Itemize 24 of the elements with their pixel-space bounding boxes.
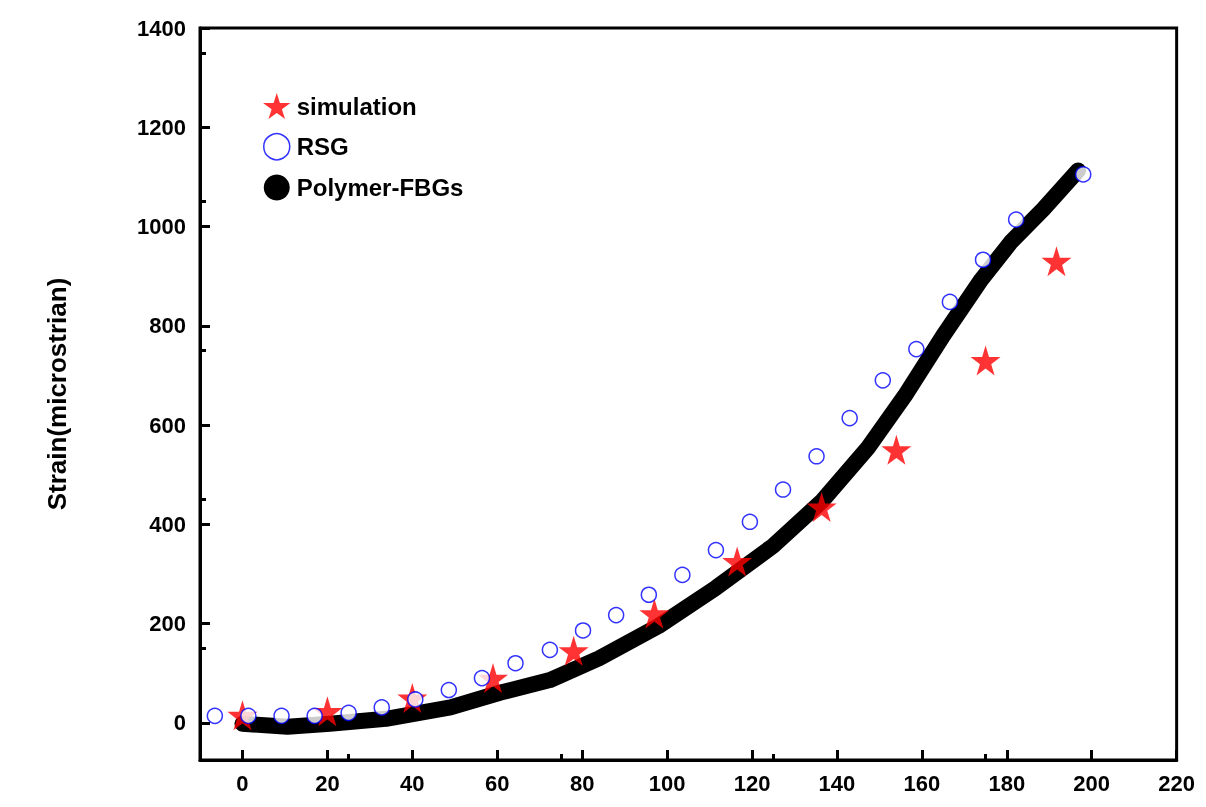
x-tick-label: 140 — [818, 770, 856, 796]
x-tick-label: 40 — [400, 770, 425, 796]
legend-label: Polymer-FBGs — [296, 174, 464, 201]
y-tick-label: 1200 — [137, 114, 186, 140]
x-tick-label: 120 — [733, 770, 771, 796]
x-tick-label: 0 — [236, 770, 249, 796]
y-tick-label: 800 — [149, 313, 186, 339]
x-tick-label: 180 — [988, 770, 1026, 796]
y-tick-label: 400 — [149, 511, 186, 537]
x-tick-label: 220 — [1158, 770, 1196, 796]
y-tick-label: 1000 — [137, 214, 186, 240]
x-tick-label: 200 — [1073, 770, 1111, 796]
y-tick-label: 1400 — [137, 15, 186, 41]
x-tick-label: 20 — [315, 770, 340, 796]
x-tick-label: 80 — [569, 770, 595, 796]
legend-label: simulation — [296, 92, 417, 120]
y-axis-title: Strain(microstrian) — [42, 277, 72, 511]
y-tick-label: 0 — [173, 710, 186, 736]
x-tick-label: 60 — [485, 770, 510, 796]
y-tick-label: 200 — [149, 611, 186, 637]
y-tick-label: 600 — [149, 412, 186, 438]
legend-label: RSG — [296, 133, 349, 161]
x-tick-label: 100 — [648, 770, 686, 796]
x-tick-label: 160 — [903, 770, 941, 796]
